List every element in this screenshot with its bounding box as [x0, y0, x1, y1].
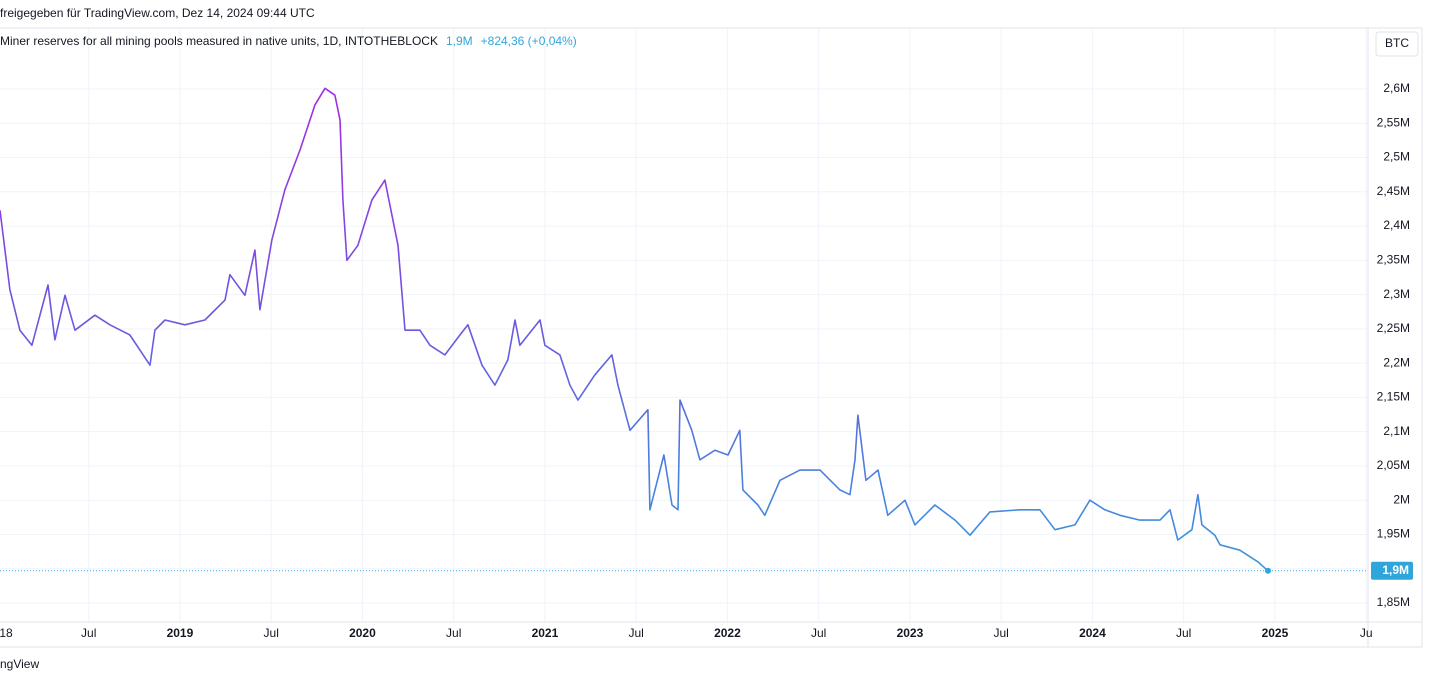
x-tick-label: 2022 — [714, 626, 741, 640]
x-tick-label: Jul — [264, 626, 279, 640]
y-tick-label: 2,1M — [1383, 424, 1410, 438]
y-tick-label: 1,85M — [1377, 595, 1410, 609]
last-value: 1,9M — [446, 34, 473, 48]
x-tick-label: 2019 — [167, 626, 194, 640]
x-tick-label: 2024 — [1079, 626, 1106, 640]
y-tick-label: 2,45M — [1377, 184, 1410, 198]
change: +824,36 (+0,04%) — [481, 34, 577, 48]
currency-label: BTC — [1385, 36, 1409, 50]
last-point — [1264, 567, 1271, 574]
x-tick-label: Jul — [446, 626, 461, 640]
x-tick-label: 2020 — [349, 626, 376, 640]
indicator-title: Miner reserves for all mining pools meas… — [0, 34, 577, 48]
x-tick-label: Jul — [629, 626, 644, 640]
share-text: freigegeben für TradingView.com, Dez 14,… — [0, 6, 315, 20]
last-value-box — [1371, 561, 1413, 580]
x-tick-label: Jul — [1176, 626, 1191, 640]
y-tick-label: 2,2M — [1383, 355, 1410, 369]
x-tick-label: 2023 — [897, 626, 924, 640]
y-tick-label: 2,25M — [1377, 321, 1410, 335]
x-tick-label: 2025 — [1262, 626, 1289, 640]
x-tick-label: Jul — [994, 626, 1009, 640]
y-tick-label: 2,05M — [1377, 458, 1410, 472]
last-value-label: 1,9M — [1382, 563, 1409, 577]
currency-button[interactable] — [1375, 31, 1419, 57]
x-tick-label: Jul — [81, 626, 96, 640]
y-tick-label: 2,4M — [1383, 218, 1410, 232]
y-tick-label: 2,6M — [1383, 81, 1410, 95]
x-tick-label: Ju — [1360, 626, 1373, 640]
x-tick-label: 2021 — [532, 626, 559, 640]
y-tick-label: 2,35M — [1377, 253, 1410, 267]
footer-brand: ngView — [0, 657, 39, 671]
x-tick-label: Jul — [811, 626, 826, 640]
y-tick-label: 2M — [1393, 492, 1410, 506]
series-line — [0, 87, 1269, 572]
y-tick-label: 2,15M — [1377, 390, 1410, 404]
y-tick-label: 1,95M — [1377, 527, 1410, 541]
y-tick-label: 2,3M — [1383, 287, 1410, 301]
y-tick-label: 2,55M — [1377, 115, 1410, 129]
x-tick-label: 18 — [0, 626, 13, 640]
y-tick-label: 2,5M — [1383, 150, 1410, 164]
indicator-name: Miner reserves for all mining pools meas… — [0, 34, 438, 48]
